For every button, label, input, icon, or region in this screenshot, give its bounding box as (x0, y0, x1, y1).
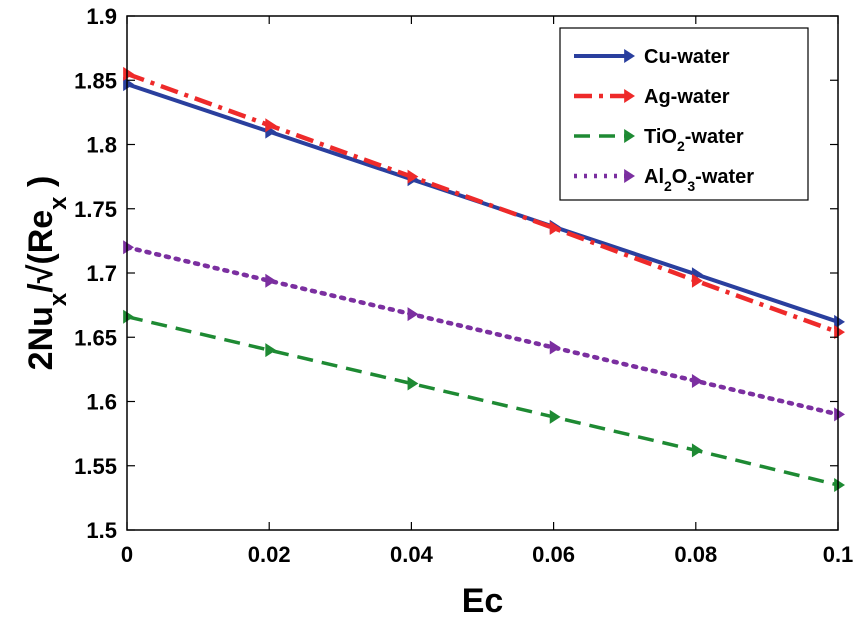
legend-marker-al2o3-water (624, 169, 635, 183)
y-tick-label: 1.75 (74, 197, 117, 222)
x-tick-label: 0.1 (823, 542, 854, 567)
x-tick-label: 0.06 (532, 542, 575, 567)
legend-marker-cu-water (624, 49, 635, 63)
y-tick-label: 1.65 (74, 325, 117, 350)
series-line-al2o3-water (124, 245, 841, 417)
y-axis-label-sub: x (45, 292, 72, 306)
data-point-cu-water (123, 77, 134, 92)
data-point-al2o3-water (549, 340, 561, 355)
y-tick-label: 1.55 (74, 454, 117, 479)
legend-marker-ag-water (624, 89, 635, 103)
y-tick-label: 1.9 (86, 4, 117, 29)
data-point-ag-water (691, 273, 703, 288)
data-point-tio2-water (407, 376, 419, 391)
data-point-tio2-water (265, 343, 277, 358)
y-axis-label-close: ) (22, 176, 60, 197)
x-tick-label: 0 (121, 542, 133, 567)
series-line-tio2-water (126, 314, 839, 487)
data-point-ag-water (265, 118, 277, 133)
legend-label-al2o3-mid: O (672, 166, 688, 188)
data-point-ag-water (123, 66, 134, 81)
legend-label-tio2-sub: 2 (677, 138, 685, 154)
legend-label-ag-water: Ag-water (644, 86, 730, 108)
data-point-al2o3-water (691, 373, 703, 388)
legend-entry-al2o3-water: Al2O3-water (574, 166, 754, 194)
y-tick-label: 1.7 (86, 261, 117, 286)
data-point-tio2-water (691, 443, 703, 458)
legend-label-tio2-water: TiO2-water (644, 126, 744, 154)
legend-label-cu-water: Cu-water (644, 46, 730, 68)
legend-entry-ag-water: Ag-water (574, 86, 730, 108)
x-tick-label: 0.08 (674, 542, 717, 567)
data-point-al2o3-water (265, 273, 277, 288)
legend-entry-tio2-water: TiO2-water (574, 126, 744, 154)
y-axis-label-main: 2Nu (22, 306, 60, 370)
legend-label-al2o3-sub2: 3 (687, 178, 695, 194)
data-point-tio2-water (123, 309, 134, 324)
tick-layer: 0 0.02 0.04 0.06 0.08 0.1 1.5 1.55 1.6 1.65 1.7 1.7… (74, 4, 853, 567)
legend: Cu-water Ag-water TiO2-water Al2O3-water (559, 27, 809, 201)
y-tick-label: 1.8 (86, 133, 117, 158)
legend-label-tio2-pre: TiO (644, 126, 677, 148)
legend-label-al2o3-post: -water (695, 166, 754, 188)
y-axis-label-middle: /√(Re (22, 210, 60, 293)
legend-label-al2o3-pre: Al (644, 166, 664, 188)
x-tick-label: 0.02 (248, 542, 291, 567)
y-axis-label-sub2: x (45, 196, 72, 210)
series-layer (123, 66, 845, 493)
data-point-ag-water (834, 325, 845, 340)
y-tick-label: 1.85 (74, 68, 117, 93)
legend-marker-tio2-water (624, 129, 635, 143)
series-line-cu-water (126, 82, 839, 324)
x-tick-label: 0.04 (390, 542, 434, 567)
legend-entry-cu-water: Cu-water (574, 46, 730, 68)
legend-label-tio2-post: -water (685, 126, 744, 148)
data-point-ag-water (549, 221, 561, 236)
data-point-cu-water (834, 314, 845, 329)
legend-label-al2o3-water: Al2O3-water (644, 166, 754, 194)
data-point-al2o3-water (834, 407, 845, 422)
data-point-tio2-water (834, 478, 845, 493)
data-point-al2o3-water (407, 307, 419, 322)
data-point-tio2-water (549, 409, 561, 424)
y-tick-label: 1.5 (86, 518, 117, 543)
data-point-al2o3-water (123, 240, 134, 255)
y-tick-label: 1.6 (86, 390, 117, 415)
data-point-ag-water (407, 169, 419, 184)
y-axis-label: 2Nux/√(Rex ) (22, 176, 72, 371)
legend-label-al2o3-sub1: 2 (664, 178, 672, 194)
x-axis-label: Ec (462, 582, 504, 619)
